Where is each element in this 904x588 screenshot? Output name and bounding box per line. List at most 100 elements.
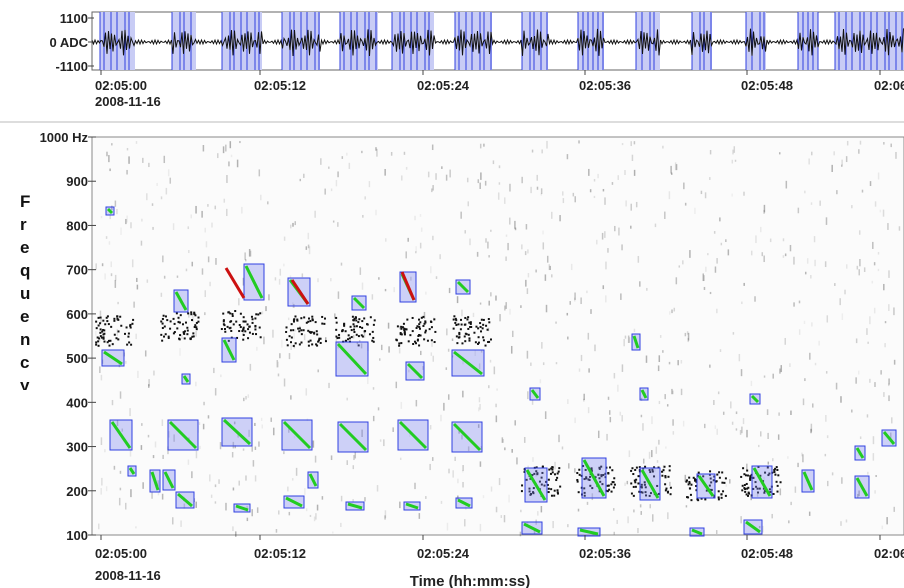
noise [429,463,431,471]
contour [525,469,547,501]
noise [857,370,860,375]
noise [841,159,843,166]
noise [292,222,294,227]
noise [445,367,448,370]
call [192,335,195,338]
call [695,485,698,488]
noise [732,149,734,155]
noise [872,436,875,445]
noise [893,307,895,316]
call [645,494,648,497]
y-tick-label: 300 [66,440,88,455]
call [613,477,616,480]
call [368,333,371,336]
call [226,325,229,328]
call [583,494,586,497]
noise [719,217,721,222]
call [164,333,167,336]
call [423,338,426,341]
call [404,328,407,331]
noise [251,446,253,452]
noise [291,478,294,481]
noise [763,204,766,213]
call [97,344,100,347]
call [687,483,690,486]
call [190,311,193,314]
noise [288,511,291,516]
call [757,465,760,468]
call [721,481,724,484]
call [632,494,635,497]
noise [624,170,626,176]
call [403,330,406,333]
noise [826,315,829,323]
noise [415,399,418,407]
call [602,473,605,476]
noise [346,152,348,156]
noise [289,275,292,278]
call [713,496,716,499]
call [124,332,127,335]
noise [763,375,766,378]
x-tick-label: 02:06:00 [874,546,904,561]
noise [633,328,636,333]
call [113,319,116,322]
call [106,341,109,344]
noise [238,480,240,486]
noise [243,397,245,402]
noise [750,250,753,256]
noise [700,190,703,195]
call [169,320,172,323]
noise [883,142,885,145]
noise [247,394,250,398]
noise [654,223,657,228]
call [746,469,749,472]
call [582,465,585,468]
call [584,468,587,471]
noise [519,531,522,537]
call [656,484,659,487]
noise [879,209,882,213]
call [558,467,561,470]
noise [846,140,849,146]
noise [119,487,122,491]
call [540,483,543,486]
noise [520,509,522,513]
noise [109,168,111,172]
call [551,466,554,469]
call [657,492,660,495]
call [744,488,747,491]
noise [358,340,361,343]
call [363,317,366,320]
noise [526,350,529,359]
noise [516,457,518,465]
call [762,487,765,490]
noise [589,189,592,193]
noise [187,226,190,230]
noise [499,314,501,322]
noise [313,516,316,522]
noise [530,186,532,194]
call [764,471,767,474]
noise [769,238,772,243]
call [748,492,751,495]
noise [825,371,828,374]
noise [283,263,285,267]
noise [646,287,648,291]
call [336,337,339,340]
noise [111,399,114,406]
noise [863,267,866,273]
waveform [91,28,904,57]
call [590,468,593,471]
noise [637,528,639,534]
noise [456,296,459,304]
noise [672,419,674,426]
noise [715,530,718,534]
noise [229,141,232,149]
contour [452,422,482,452]
call [525,478,528,481]
noise [405,166,408,170]
call [473,331,476,334]
call [173,322,176,325]
call [606,484,609,487]
